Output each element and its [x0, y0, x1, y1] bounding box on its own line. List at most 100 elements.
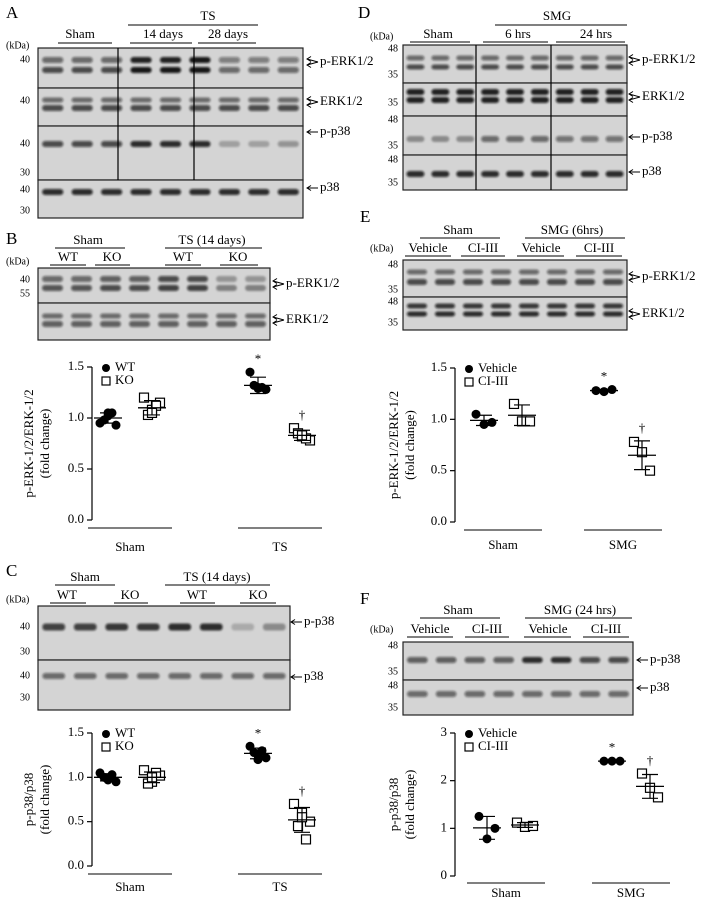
blot-band	[42, 105, 64, 111]
blot-band	[605, 171, 624, 177]
band-label: p-ERK1/2	[642, 51, 695, 66]
blot-band	[434, 269, 456, 275]
band-arrow	[306, 96, 319, 103]
blot-band	[42, 189, 64, 195]
blot-band	[158, 321, 179, 327]
band-arrow	[306, 185, 318, 191]
group-label: 28 days	[208, 26, 248, 41]
band-arrow	[628, 271, 641, 278]
blot-band	[481, 89, 500, 95]
y-tick-label: 0.0	[68, 511, 84, 526]
blot-band	[277, 97, 299, 103]
legend-label: CI-III	[478, 373, 508, 388]
kda-marker: 40	[20, 54, 30, 65]
blot-band	[506, 171, 524, 177]
blot-band	[129, 285, 150, 291]
blot-band	[71, 105, 93, 111]
blot-band	[100, 313, 121, 319]
blot-band	[42, 285, 63, 291]
blot-band	[530, 136, 549, 142]
kda-marker: 30	[20, 692, 30, 703]
y-tick-label: 1	[441, 819, 448, 834]
blot-band	[530, 89, 549, 95]
treatment-label: CI-III	[591, 621, 621, 636]
blot-band	[277, 67, 299, 73]
blot-band	[608, 691, 629, 697]
blot-band	[608, 657, 629, 663]
blot-band	[574, 269, 596, 275]
blot-band	[406, 97, 425, 103]
band-label: ERK1/2	[642, 88, 685, 103]
blot-band	[262, 623, 286, 631]
blot-band	[216, 313, 237, 319]
blot-band	[216, 276, 237, 282]
blot-band	[189, 141, 211, 147]
x-tick-label: TS	[272, 879, 287, 894]
band-label: p38	[642, 163, 662, 178]
legend-marker	[465, 730, 473, 738]
data-point	[292, 820, 304, 832]
error-bar	[294, 806, 310, 833]
blot-band	[605, 97, 624, 103]
x-tick-label: Sham	[488, 537, 518, 552]
kda-marker: 48	[388, 43, 398, 54]
blot-band	[555, 89, 574, 95]
group-label: TS (14 days)	[178, 232, 245, 247]
kda-marker: 30	[20, 646, 30, 657]
blot-band	[490, 279, 512, 285]
significance-mark: *	[255, 725, 262, 740]
genotype-label: WT	[58, 249, 78, 264]
genotype-label: KO	[249, 587, 268, 602]
blot-band	[481, 97, 500, 103]
data-point	[261, 753, 271, 763]
blot-band	[605, 136, 624, 142]
blot-band	[462, 269, 484, 275]
y-tick-label: 1.5	[431, 359, 447, 374]
blot-band	[101, 141, 123, 147]
blot-band	[216, 285, 237, 291]
y-tick-label: 3	[441, 724, 448, 739]
data-point	[111, 777, 121, 787]
blot-band	[579, 657, 601, 663]
blot-band	[189, 189, 211, 195]
panel-letter: D	[358, 3, 370, 22]
band-arrow	[628, 308, 641, 315]
error-bar	[604, 760, 620, 763]
blot-band	[406, 55, 425, 61]
blot-strip	[402, 115, 628, 156]
blot-strip	[402, 259, 628, 298]
blot-band	[462, 303, 484, 309]
panel-letter: E	[360, 207, 370, 226]
blot-band	[518, 311, 540, 317]
blot-band	[159, 141, 182, 147]
blot-band	[555, 171, 574, 177]
significance-mark: †	[639, 420, 646, 435]
blot-band	[456, 97, 475, 103]
error-bar	[250, 376, 266, 395]
y-tick-label: 0.5	[431, 462, 447, 477]
blot-band	[248, 67, 270, 73]
blot-band	[100, 285, 121, 291]
band-label: ERK1/2	[286, 311, 329, 326]
blot-band	[605, 64, 624, 70]
kda-marker: 30	[20, 205, 30, 216]
blot-band	[580, 97, 599, 103]
blot-band	[431, 97, 450, 103]
blot-band	[464, 657, 486, 663]
blot-band	[464, 691, 486, 697]
blot-band	[434, 279, 456, 285]
y-axis-label: p-ERK-1/2/ERK-1/2	[21, 389, 36, 497]
kda-label: (kDa)	[6, 40, 29, 51]
blot-band	[42, 673, 66, 679]
blot-band	[462, 311, 484, 317]
blot-band	[602, 269, 624, 275]
group-label: Sham	[423, 26, 453, 41]
band-arrow	[272, 283, 285, 290]
genotype-label: WT	[187, 587, 207, 602]
legend-label: KO	[115, 372, 134, 387]
band-arrow	[272, 314, 285, 321]
data-point	[249, 748, 259, 758]
blot-band	[406, 136, 425, 142]
panel-letter: A	[6, 3, 19, 22]
y-tick-label: 1.0	[68, 409, 84, 424]
